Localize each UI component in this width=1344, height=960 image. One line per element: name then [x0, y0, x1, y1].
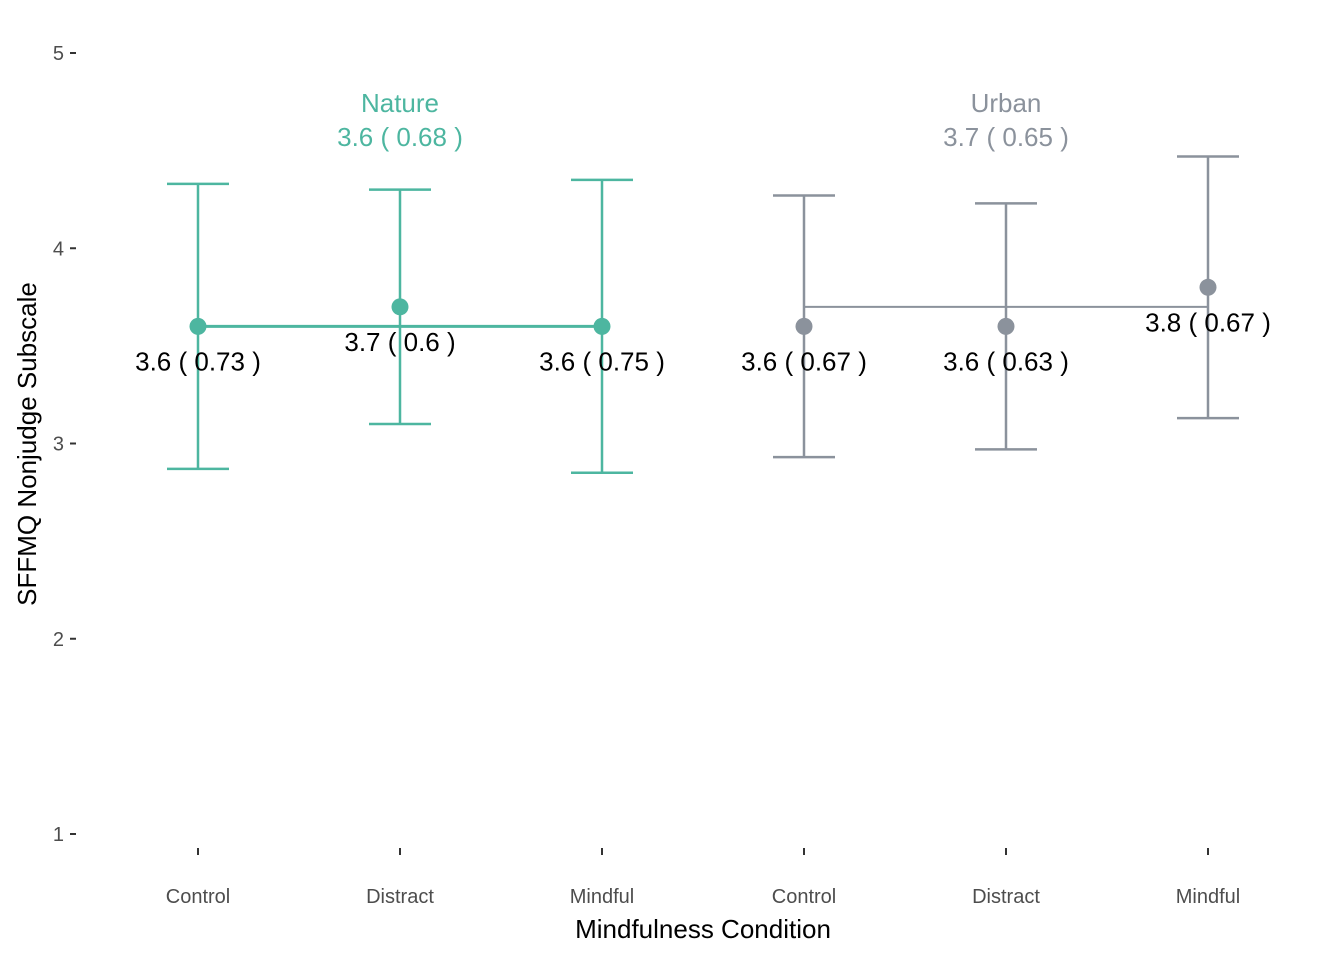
plot-area: Nature 3.6 ( 0.68 ) 3.6 ( 0.73 ) 3.7 ( 0.6 …	[135, 88, 1271, 475]
x-tick-label: Control	[166, 886, 230, 908]
y-tick-label: 3	[53, 434, 64, 456]
mean-point	[593, 317, 611, 335]
y-axis: 1 2 3 4 5	[53, 43, 76, 846]
x-tick-label: Mindful	[570, 886, 634, 908]
point-label: 3.7 ( 0.6 )	[344, 327, 455, 357]
x-tick-label: Distract	[972, 886, 1040, 908]
point-label: 3.6 ( 0.75 )	[539, 346, 665, 376]
mean-point	[189, 317, 207, 335]
y-axis-title: SFFMQ Nonjudge Subscale	[12, 282, 42, 606]
x-tick-label: Control	[772, 886, 836, 908]
x-tick-label: Mindful	[1176, 886, 1240, 908]
group-summary-label: 3.7 ( 0.65 )	[943, 122, 1069, 152]
x-axis-title: Mindfulness Condition	[575, 914, 831, 944]
group-name-label: Urban	[971, 88, 1042, 118]
mean-point	[795, 317, 813, 335]
series-nature: Nature 3.6 ( 0.68 ) 3.6 ( 0.73 ) 3.7 ( 0.6 …	[135, 88, 665, 475]
x-tick-label: Distract	[366, 886, 434, 908]
point-label: 3.6 ( 0.73 )	[135, 346, 261, 376]
group-summary-label: 3.6 ( 0.68 )	[337, 122, 463, 152]
series-urban: Urban 3.7 ( 0.65 ) 3.6 ( 0.67 ) 3.6 ( 0.63 …	[741, 88, 1271, 459]
x-axis: Control Distract Mindful Control Distract Min…	[166, 848, 1240, 908]
group-name-label: Nature	[361, 88, 439, 118]
y-tick-label: 1	[53, 824, 64, 846]
mean-point	[391, 298, 409, 316]
point-label: 3.8 ( 0.67 )	[1145, 307, 1271, 337]
y-tick-label: 2	[53, 629, 64, 651]
y-tick-label: 4	[53, 238, 64, 260]
mean-point	[997, 317, 1015, 335]
y-tick-label: 5	[53, 43, 64, 65]
mean-point	[1199, 278, 1217, 296]
point-label: 3.6 ( 0.67 )	[741, 346, 867, 376]
point-label: 3.6 ( 0.63 )	[943, 346, 1069, 376]
